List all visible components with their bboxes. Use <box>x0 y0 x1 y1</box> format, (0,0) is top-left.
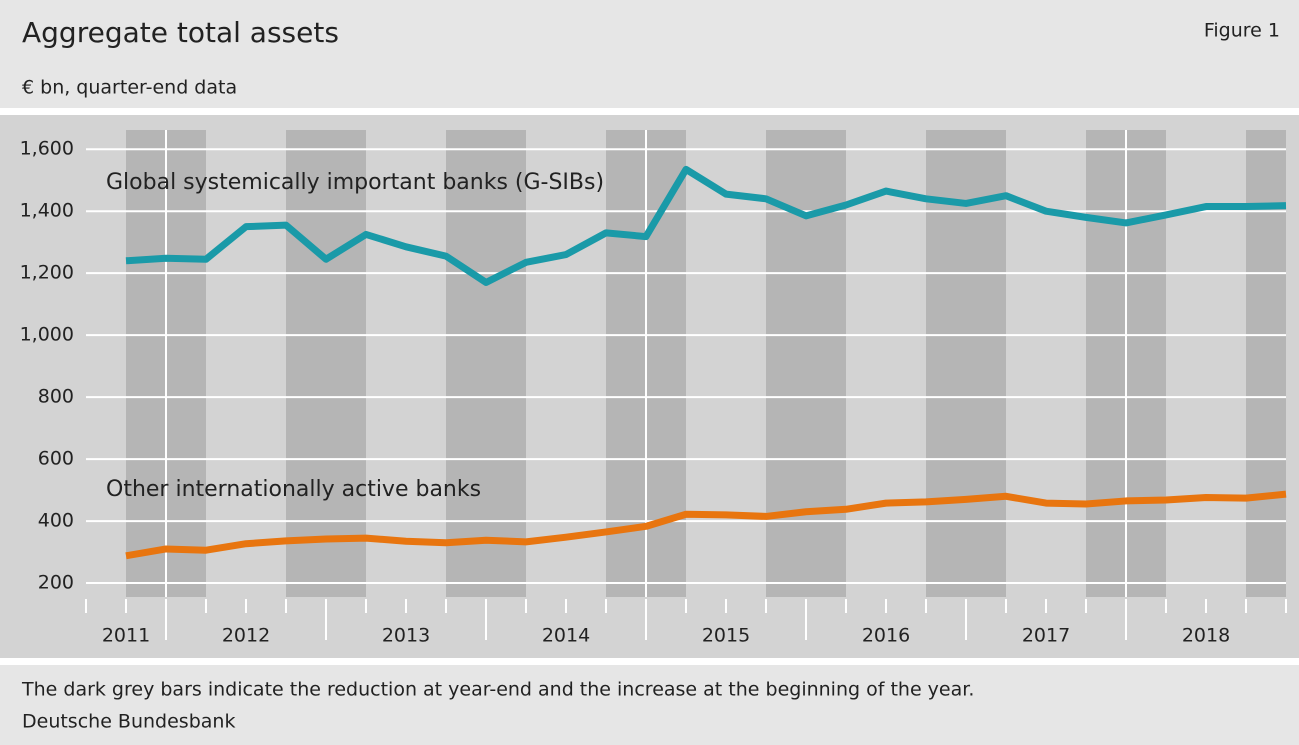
series-label: Other internationally active banks <box>106 477 481 502</box>
y-tick-label: 400 <box>38 510 74 532</box>
chart-title: Aggregate total assets <box>22 16 339 49</box>
x-tick-label: 2011 <box>102 625 150 647</box>
x-tick-label: 2016 <box>862 625 910 647</box>
year-end-band <box>766 130 846 597</box>
y-tick-label: 1,400 <box>20 200 74 222</box>
footer-bg <box>0 665 1299 745</box>
x-tick-label: 2018 <box>1182 625 1230 647</box>
series-line <box>125 165 1287 286</box>
y-tick-label: 800 <box>38 386 74 408</box>
series-line <box>125 490 1287 560</box>
year-end-band <box>926 130 1006 597</box>
x-tick-label: 2012 <box>222 625 270 647</box>
source: Deutsche Bundesbank <box>22 711 235 733</box>
note: The dark grey bars indicate the reductio… <box>21 679 974 701</box>
x-tick-label: 2015 <box>702 625 750 647</box>
y-tick-label: 1,600 <box>20 138 74 160</box>
year-end-band <box>1246 130 1286 597</box>
x-tick-label: 2014 <box>542 625 590 647</box>
series-label: Global systemically important banks (G-S… <box>106 170 604 195</box>
x-tick-label: 2013 <box>382 625 430 647</box>
year-end-band <box>286 130 366 597</box>
x-tick-label: 2017 <box>1022 625 1070 647</box>
year-end-band <box>446 130 526 597</box>
y-tick-label: 1,200 <box>20 262 74 284</box>
figure-label: Figure 1 <box>1204 20 1280 42</box>
y-tick-label: 200 <box>38 572 74 594</box>
header-bg <box>0 0 1299 108</box>
y-tick-label: 600 <box>38 448 74 470</box>
y-tick-label: 1,000 <box>20 324 74 346</box>
subtitle: € bn, quarter-end data <box>22 77 237 99</box>
